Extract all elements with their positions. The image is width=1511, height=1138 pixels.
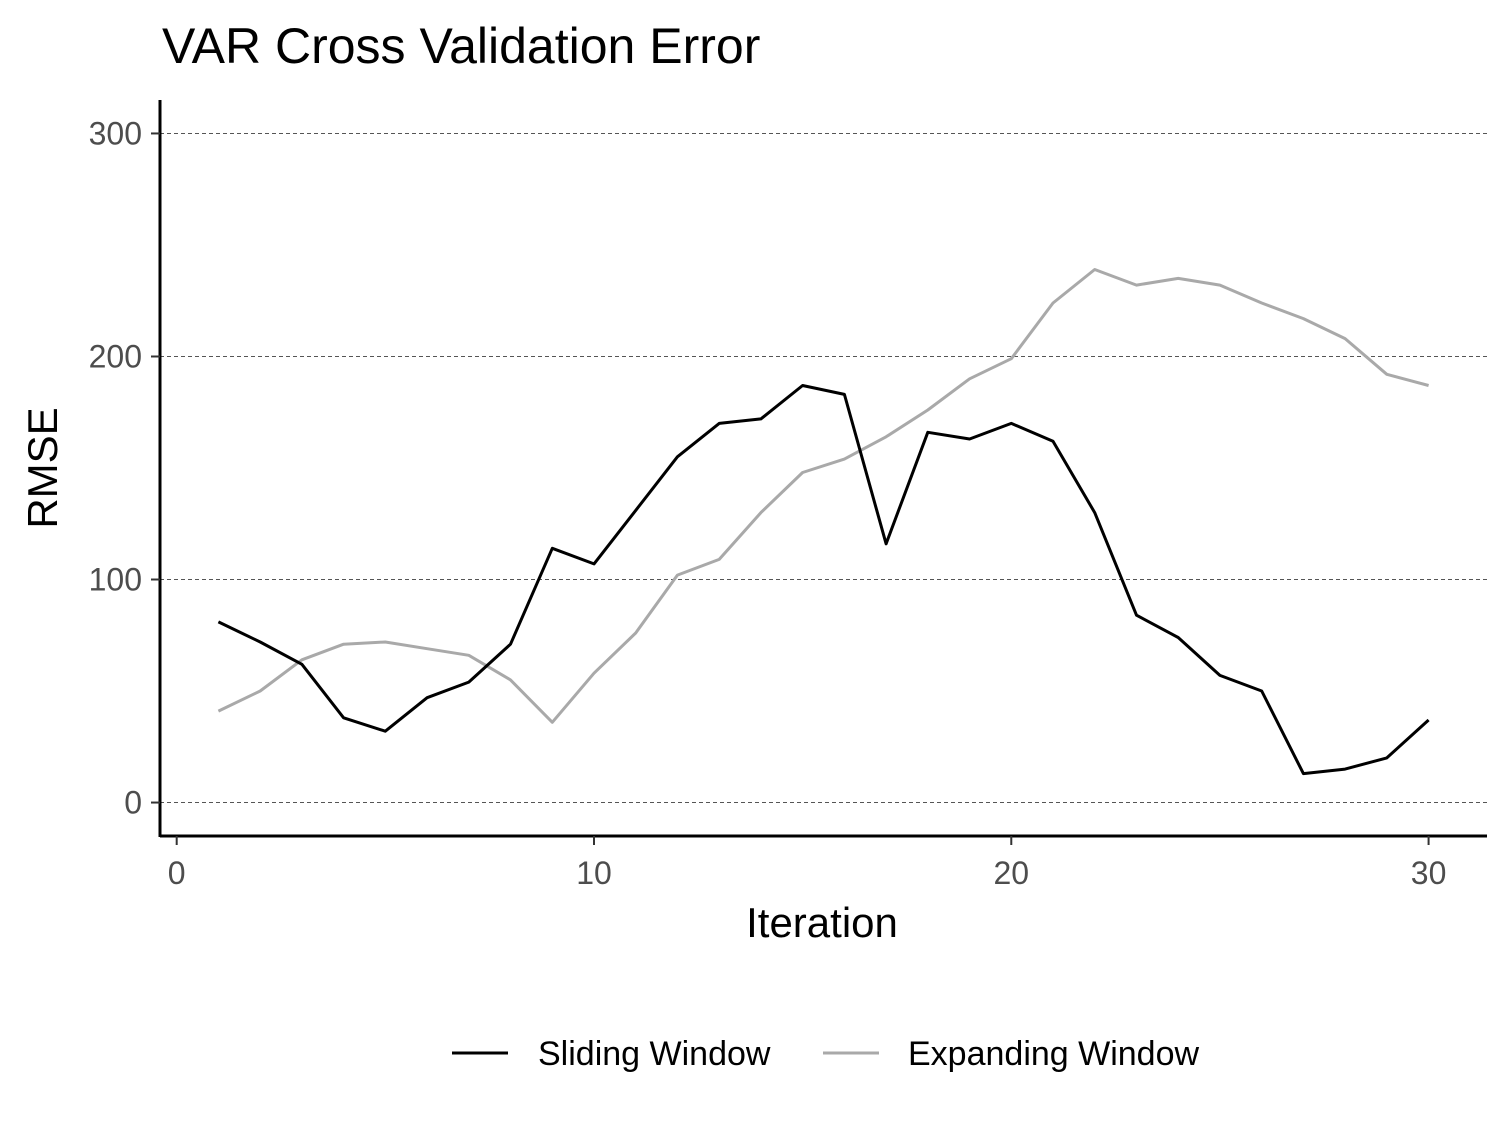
y-tick-label: 100 — [89, 562, 142, 598]
y-tick-label: 300 — [89, 115, 142, 151]
y-axis-ticks: 0 100 200 300 — [89, 115, 160, 821]
x-axis-ticks: 0 10 20 30 — [168, 836, 1447, 891]
y-tick-label: 0 — [124, 785, 142, 821]
x-tick-label: 30 — [1411, 855, 1447, 891]
chart-title: VAR Cross Validation Error — [162, 18, 760, 74]
y-axis-label: RMSE — [19, 407, 66, 528]
legend-label-sliding-window: Sliding Window — [538, 1035, 771, 1073]
x-tick-label: 0 — [168, 855, 186, 891]
series-line-expanding-window — [217, 268, 1429, 724]
x-axis-label: Iteration — [746, 899, 898, 946]
gridlines — [160, 132, 1487, 804]
legend: Sliding Window Expanding Window — [452, 1035, 1200, 1073]
x-tick-label: 10 — [576, 855, 612, 891]
legend-label-expanding-window: Expanding Window — [908, 1035, 1200, 1073]
x-tick-label: 20 — [993, 855, 1029, 891]
y-tick-label: 200 — [89, 338, 142, 374]
plot-series — [217, 268, 1430, 776]
series-line-sliding-window — [217, 384, 1430, 776]
